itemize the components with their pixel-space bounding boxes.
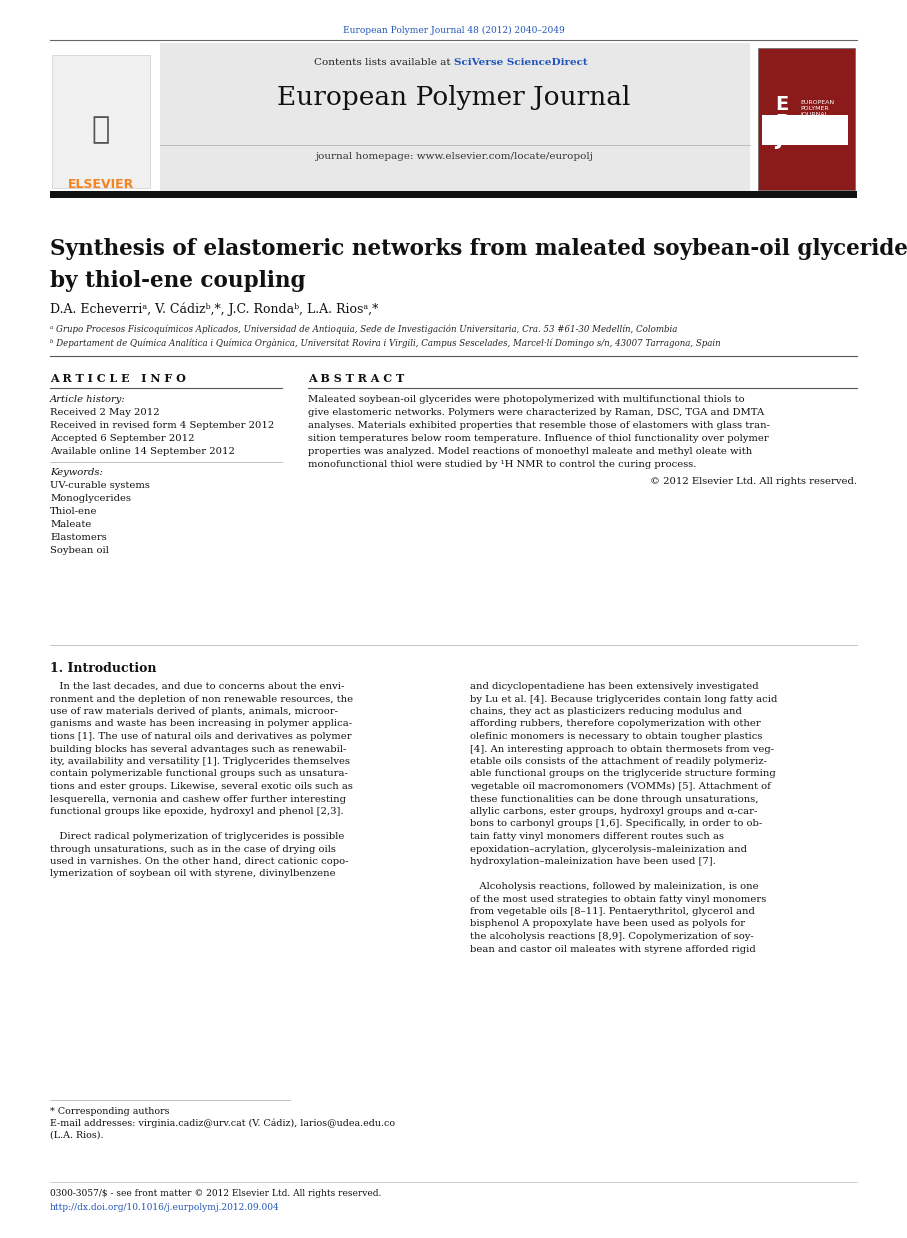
Text: © 2012 Elsevier Ltd. All rights reserved.: © 2012 Elsevier Ltd. All rights reserved… [650,477,857,487]
Text: [4]. An interesting approach to obtain thermosets from veg-: [4]. An interesting approach to obtain t… [470,744,775,754]
Text: properties was analyzed. Model reactions of monoethyl maleate and methyl oleate : properties was analyzed. Model reactions… [308,447,752,456]
Text: 0300-3057/$ - see front matter © 2012 Elsevier Ltd. All rights reserved.: 0300-3057/$ - see front matter © 2012 El… [50,1188,381,1198]
Text: used in varnishes. On the other hand, direct cationic copo-: used in varnishes. On the other hand, di… [50,857,348,867]
Text: journal homepage: www.elsevier.com/locate/europolj: journal homepage: www.elsevier.com/locat… [315,152,592,161]
Text: http://dx.doi.org/10.1016/j.eurpolymj.2012.09.004: http://dx.doi.org/10.1016/j.eurpolymj.20… [50,1203,279,1212]
Text: and dicyclopentadiene has been extensively investigated: and dicyclopentadiene has been extensive… [470,682,758,691]
Text: EUROPEAN
POLYMER
JOURNAL: EUROPEAN POLYMER JOURNAL [800,100,834,118]
Text: D.A. Echeverriᵃ, V. Cádizᵇ,*, J.C. Rondaᵇ, L.A. Riosᵃ,*: D.A. Echeverriᵃ, V. Cádizᵇ,*, J.C. Ronda… [50,303,378,317]
Text: Received 2 May 2012: Received 2 May 2012 [50,409,160,417]
Text: bisphenol A propoxylate have been used as polyols for: bisphenol A propoxylate have been used a… [470,920,746,928]
Text: E-mail addresses: virginia.cadiz@urv.cat (V. Cádiz), larios@udea.edu.co: E-mail addresses: virginia.cadiz@urv.cat… [50,1119,395,1129]
Text: ELSEVIER: ELSEVIER [68,178,134,191]
Text: 🌳: 🌳 [92,115,110,145]
Text: monofunctional thiol were studied by ¹H NMR to control the curing process.: monofunctional thiol were studied by ¹H … [308,461,697,469]
Text: ronment and the depletion of non renewable resources, the: ronment and the depletion of non renewab… [50,695,353,703]
Text: European Polymer Journal 48 (2012) 2040–2049: European Polymer Journal 48 (2012) 2040–… [343,26,564,35]
Text: by Lu et al. [4]. Because triglycerides contain long fatty acid: by Lu et al. [4]. Because triglycerides … [470,695,777,703]
Text: European Polymer Journal: European Polymer Journal [277,85,630,110]
Text: Contents lists available at: Contents lists available at [314,58,454,67]
Text: UV-curable systems: UV-curable systems [50,482,150,490]
Text: Article history:: Article history: [50,395,126,404]
Text: of the most used strategies to obtain fatty vinyl monomers: of the most used strategies to obtain fa… [470,895,766,904]
Text: tain fatty vinyl monomers different routes such as: tain fatty vinyl monomers different rout… [470,832,724,841]
Text: Maleated soybean-oil glycerides were photopolymerized with multifunctional thiol: Maleated soybean-oil glycerides were pho… [308,395,745,404]
Text: contain polymerizable functional groups such as unsatura-: contain polymerizable functional groups … [50,770,348,779]
Text: from vegetable oils [8–11]. Pentaerythritol, glycerol and: from vegetable oils [8–11]. Pentaerythri… [470,907,755,916]
Text: epoxidation–acrylation, glycerolysis–maleinization and: epoxidation–acrylation, glycerolysis–mal… [470,844,747,853]
Text: able functional groups on the triglyceride structure forming: able functional groups on the triglyceri… [470,770,775,779]
Text: Maleate: Maleate [50,520,92,529]
Text: the alcoholysis reactions [8,9]. Copolymerization of soy-: the alcoholysis reactions [8,9]. Copolym… [470,932,754,941]
Text: affording rubbers, therefore copolymerization with other: affording rubbers, therefore copolymeriz… [470,719,761,728]
Text: through unsaturations, such as in the case of drying oils: through unsaturations, such as in the ca… [50,844,336,853]
Text: A B S T R A C T: A B S T R A C T [308,373,405,384]
Text: A R T I C L E   I N F O: A R T I C L E I N F O [50,373,186,384]
Text: analyses. Materials exhibited properties that resemble those of elastomers with : analyses. Materials exhibited properties… [308,421,770,430]
Text: Available online 14 September 2012: Available online 14 September 2012 [50,447,235,456]
Bar [50,191,857,198]
Text: ganisms and waste has been increasing in polymer applica-: ganisms and waste has been increasing in… [50,719,352,728]
Text: (L.A. Rios).: (L.A. Rios). [50,1132,103,1140]
Text: Soybean oil: Soybean oil [50,546,109,555]
Text: Accepted 6 September 2012: Accepted 6 September 2012 [50,435,194,443]
Text: hydroxylation–maleinization have been used [7].: hydroxylation–maleinization have been us… [470,857,716,867]
Bar [160,43,750,192]
Text: ᵃ Grupo Procesos Fisicoquímicos Aplicados, Universidad de Antioquia, Sede de Inv: ᵃ Grupo Procesos Fisicoquímicos Aplicado… [50,324,678,333]
Text: use of raw materials derived of plants, animals, microor-: use of raw materials derived of plants, … [50,707,338,716]
Text: In the last decades, and due to concerns about the envi-: In the last decades, and due to concerns… [50,682,345,691]
Text: bons to carbonyl groups [1,6]. Specifically, in order to ob-: bons to carbonyl groups [1,6]. Specifica… [470,820,762,828]
Text: ᵇ Departament de Química Analítica i Química Orgànica, Universitat Rovira i Virg: ᵇ Departament de Química Analítica i Quí… [50,338,721,348]
Text: Thiol-ene: Thiol-ene [50,508,97,516]
Text: by thiol-ene coupling: by thiol-ene coupling [50,270,306,292]
Text: these functionalities can be done through unsaturations,: these functionalities can be done throug… [470,795,758,803]
Text: sition temperatures below room temperature. Influence of thiol functionality ove: sition temperatures below room temperatu… [308,435,769,443]
Text: Alcoholysis reactions, followed by maleinization, is one: Alcoholysis reactions, followed by malei… [470,881,758,891]
Text: Elastomers: Elastomers [50,534,107,542]
Bar [758,48,855,189]
Text: lesquerella, vernonia and cashew offer further interesting: lesquerella, vernonia and cashew offer f… [50,795,346,803]
Bar [52,54,150,188]
Text: tions and ester groups. Likewise, several exotic oils such as: tions and ester groups. Likewise, severa… [50,782,353,791]
Text: lymerization of soybean oil with styrene, divinylbenzene: lymerization of soybean oil with styrene… [50,869,336,879]
Bar [762,115,848,145]
Text: bean and castor oil maleates with styrene afforded rigid: bean and castor oil maleates with styren… [470,945,756,953]
Text: chains, they act as plasticizers reducing modulus and: chains, they act as plasticizers reducin… [470,707,742,716]
Text: Received in revised form 4 September 2012: Received in revised form 4 September 201… [50,421,274,430]
Text: * Corresponding authors: * Corresponding authors [50,1107,170,1115]
Text: Direct radical polymerization of triglycerides is possible: Direct radical polymerization of triglyc… [50,832,345,841]
Text: Monoglycerides: Monoglycerides [50,494,131,503]
Text: Synthesis of elastomeric networks from maleated soybean-oil glycerides: Synthesis of elastomeric networks from m… [50,238,907,260]
Text: olefinic monomers is necessary to obtain tougher plastics: olefinic monomers is necessary to obtain… [470,732,763,742]
Text: SciVerse ScienceDirect: SciVerse ScienceDirect [454,58,587,67]
Text: building blocks has several advantages such as renewabil-: building blocks has several advantages s… [50,744,346,754]
Text: etable oils consists of the attachment of readily polymeriz-: etable oils consists of the attachment o… [470,756,767,766]
Text: vegetable oil macromonomers (VOMMs) [5]. Attachment of: vegetable oil macromonomers (VOMMs) [5].… [470,782,771,791]
Text: tions [1]. The use of natural oils and derivatives as polymer: tions [1]. The use of natural oils and d… [50,732,352,742]
Text: give elastomeric networks. Polymers were characterized by Raman, DSC, TGA and DM: give elastomeric networks. Polymers were… [308,409,765,417]
Text: 1. Introduction: 1. Introduction [50,662,157,675]
Text: allylic carbons, ester groups, hydroxyl groups and α-car-: allylic carbons, ester groups, hydroxyl … [470,807,757,816]
Text: Keywords:: Keywords: [50,468,102,477]
Text: functional groups like epoxide, hydroxyl and phenol [2,3].: functional groups like epoxide, hydroxyl… [50,807,344,816]
Text: E
P
J: E P J [775,95,789,149]
Text: ity, availability and versatility [1]. Triglycerides themselves: ity, availability and versatility [1]. T… [50,756,350,766]
